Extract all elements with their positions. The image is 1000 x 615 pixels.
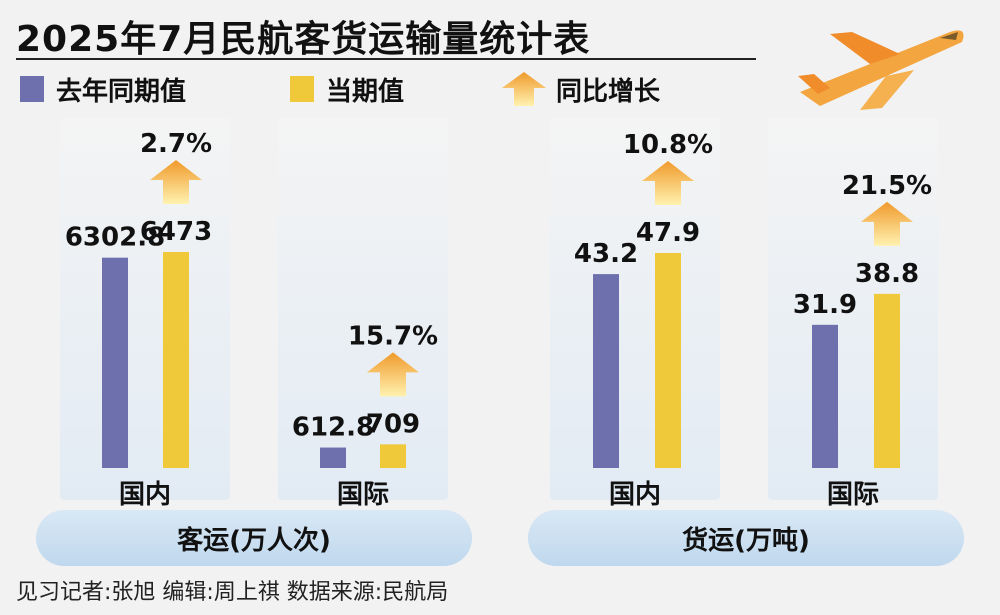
legend-swatch-last-year	[20, 76, 44, 102]
legend-label-last-year: 去年同期值	[56, 76, 187, 107]
growth-label-cargo-international: 21.5%	[842, 171, 932, 201]
bar-cargo-domestic-last-year	[593, 274, 619, 468]
data-label-passenger-domestic-last-year: 6302.8	[65, 223, 165, 253]
category-label-cargo-domestic: 国内	[608, 480, 661, 510]
panel-passenger-international	[278, 118, 448, 500]
panel-passenger-domestic	[60, 118, 230, 500]
growth-label-passenger-domestic: 2.7%	[140, 129, 212, 159]
data-label-passenger-international-last-year: 612.8	[292, 413, 374, 443]
group-label-cargo: 货运(万吨)	[528, 510, 964, 566]
bar-passenger-international-current	[380, 444, 406, 468]
title-divider	[16, 58, 756, 60]
category-label-cargo-international: 国际	[826, 480, 879, 510]
legend-swatch-current	[290, 76, 314, 102]
data-label-passenger-international-current: 709	[366, 409, 420, 439]
panel-cargo-international	[768, 118, 938, 500]
legend-growth: 同比增长	[502, 72, 661, 107]
legend-label-growth: 同比增长	[556, 76, 661, 107]
growth-label-cargo-domestic: 10.8%	[623, 130, 713, 160]
growth-arrow-cargo-international	[861, 201, 913, 246]
growth-label-passenger-international: 15.7%	[348, 321, 438, 351]
bar-passenger-international-last-year	[320, 447, 346, 468]
page-title: 2025年7月民航客货运输量统计表	[16, 19, 591, 60]
bar-passenger-domestic-last-year	[102, 257, 128, 468]
legend-last-year: 去年同期值	[20, 72, 187, 107]
growth-arrow-cargo-domestic	[642, 161, 694, 205]
bar-cargo-domestic-current	[655, 253, 681, 468]
legend-arrow-icon	[502, 72, 546, 106]
bar-cargo-international-current	[874, 293, 900, 468]
growth-arrow-passenger-international	[367, 352, 419, 397]
data-label-cargo-domestic-last-year: 43.2	[574, 239, 638, 269]
data-label-passenger-domestic-current: 6473	[140, 217, 212, 247]
data-label-cargo-international-last-year: 31.9	[793, 290, 857, 320]
legend-current: 当期值	[290, 72, 405, 107]
bar-cargo-international-last-year	[812, 324, 838, 468]
data-label-cargo-domestic-current: 47.9	[636, 218, 700, 248]
panel-cargo-domestic	[550, 118, 720, 500]
category-label-passenger-international: 国际	[336, 480, 389, 510]
legend-label-current: 当期值	[326, 76, 405, 107]
group-label-passenger: 客运(万人次)	[36, 510, 472, 566]
airplane-icon	[798, 30, 964, 110]
credit-line: 见习记者:张旭 编辑:周上祺 数据来源:民航局	[16, 580, 449, 605]
data-label-cargo-international-current: 38.8	[855, 259, 919, 289]
growth-arrow-passenger-domestic	[150, 160, 202, 204]
category-label-passenger-domestic: 国内	[118, 480, 171, 510]
bar-passenger-domestic-current	[163, 252, 189, 468]
